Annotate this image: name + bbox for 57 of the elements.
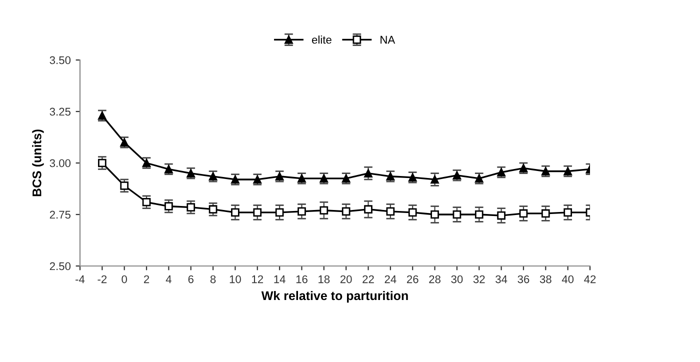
x-tick-label: 36 (518, 275, 530, 284)
y-tick-label: 3.00 (50, 159, 71, 168)
x-tick-label: 4 (166, 275, 172, 284)
point (186, 203, 196, 212)
point (386, 207, 395, 216)
x-axis-title: Wk relative to parturition (261, 290, 408, 303)
point (564, 208, 572, 217)
y-tick-label: 2.50 (50, 262, 71, 270)
point (452, 210, 462, 219)
x-tick-label: -2 (98, 275, 107, 284)
point (298, 207, 306, 216)
x-tick-label: 42 (584, 275, 596, 284)
x-tick-label: 6 (188, 275, 194, 284)
point (253, 208, 262, 217)
x-tick-label: 0 (122, 275, 128, 284)
point (275, 208, 284, 217)
x-tick-label: 22 (362, 275, 374, 284)
point (164, 202, 173, 210)
x-tick-label: 14 (274, 275, 286, 284)
legend-label: NA (380, 36, 396, 44)
x-tick-label: 32 (473, 275, 485, 284)
y-tick-label: 3.50 (50, 56, 71, 64)
x-tick-label: 16 (296, 275, 308, 284)
y-tick-label: 3.25 (50, 108, 71, 116)
point (142, 198, 151, 206)
point (541, 209, 550, 218)
x-tick-label: 30 (451, 275, 463, 284)
x-tick-label: 34 (496, 275, 508, 284)
x-tick-label: 8 (210, 275, 216, 284)
point (430, 210, 439, 219)
point (474, 210, 484, 219)
x-tick-label: 26 (406, 275, 418, 284)
point (320, 206, 328, 215)
y-axis-title: BCS (units) (32, 130, 44, 196)
point (120, 181, 129, 190)
x-tick-label: 2 (144, 275, 150, 284)
x-tick-label: 10 (230, 275, 241, 284)
y-tick-label: 2.75 (50, 210, 71, 219)
point (408, 208, 417, 217)
point (497, 211, 506, 220)
x-tick-label: 40 (562, 275, 574, 284)
point (98, 158, 106, 168)
x-tick-label: 20 (340, 275, 352, 284)
point (519, 209, 528, 218)
point (364, 205, 372, 214)
legend-label: elite (312, 36, 332, 44)
x-tick-label: 12 (252, 275, 264, 284)
x-tick-label: -4 (76, 275, 85, 284)
x-tick-label: 24 (384, 275, 396, 284)
x-tick-label: 28 (429, 275, 440, 284)
point (208, 205, 218, 214)
point (430, 175, 439, 184)
x-tick-label: 18 (318, 275, 330, 284)
point (231, 208, 240, 217)
x-tick-label: 38 (540, 275, 552, 284)
point (364, 169, 372, 178)
point (342, 207, 350, 216)
